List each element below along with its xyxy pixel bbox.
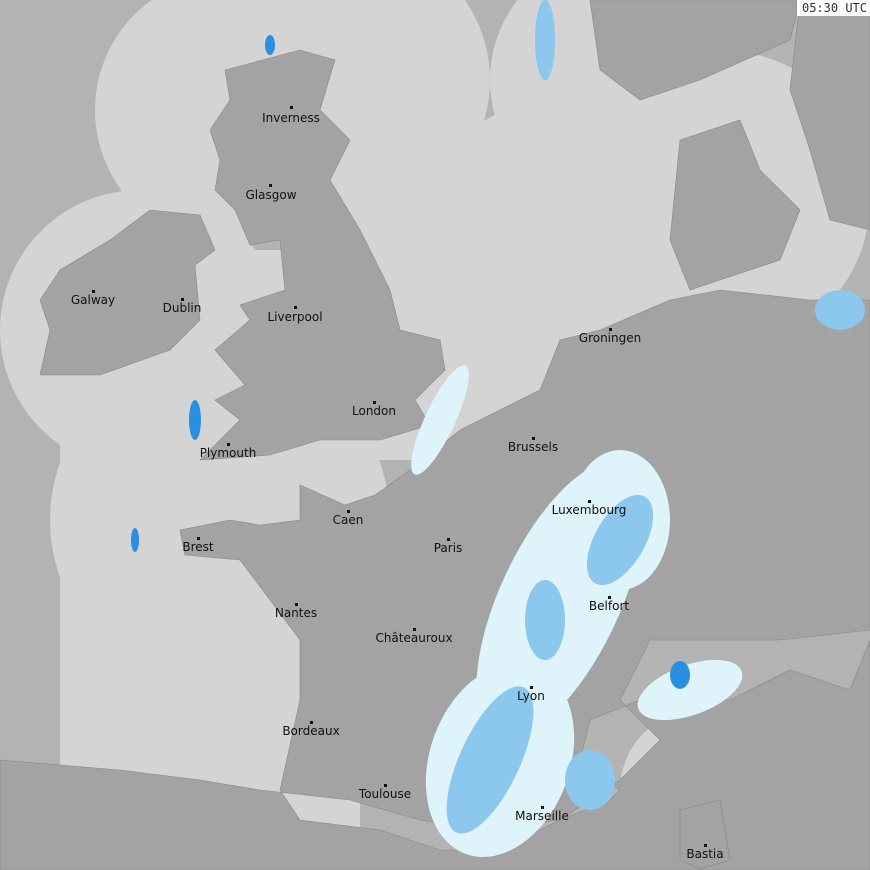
city-label-galway: Galway <box>70 293 116 307</box>
city-dot <box>413 628 416 631</box>
corsica <box>679 799 731 870</box>
city-dot <box>227 443 230 446</box>
city-label-glasgow: Glasgow <box>245 188 297 202</box>
city-dot <box>588 500 591 503</box>
city-dot <box>347 510 350 513</box>
city-dot <box>181 298 184 301</box>
denmark <box>669 119 801 291</box>
city-dot <box>608 596 611 599</box>
city-dot <box>92 290 95 293</box>
city-dot <box>269 184 272 187</box>
city-label-liverpool: Liverpool <box>267 310 323 324</box>
city-dot <box>310 721 313 724</box>
city-label-belfort: Belfort <box>588 599 630 613</box>
city-dot <box>290 106 293 109</box>
city-label-chateauroux: Châteauroux <box>375 631 453 645</box>
precipitation <box>131 0 865 857</box>
city-dot <box>373 401 376 404</box>
city-label-toulouse: Toulouse <box>358 787 412 801</box>
city-label-brussels: Brussels <box>507 440 559 454</box>
city-label-paris: Paris <box>433 541 463 555</box>
city-label-bordeaux: Bordeaux <box>282 724 340 738</box>
city-label-caen: Caen <box>332 513 364 527</box>
city-label-brest: Brest <box>182 540 214 554</box>
city-label-bastia: Bastia <box>686 847 724 861</box>
city-label-luxembourg: Luxembourg <box>551 503 627 517</box>
city-dot <box>197 537 200 540</box>
city-dot <box>447 538 450 541</box>
city-dot <box>609 328 612 331</box>
city-label-nantes: Nantes <box>274 606 318 620</box>
ireland <box>39 209 216 376</box>
city-dot <box>532 437 535 440</box>
city-dot <box>295 603 298 606</box>
city-label-lyon: Lyon <box>517 689 545 703</box>
great-britain <box>199 49 446 461</box>
sweden <box>789 0 870 231</box>
city-label-groningen: Groningen <box>578 331 642 345</box>
city-label-plymouth: Plymouth <box>199 446 257 460</box>
timestamp: 05:30 UTC <box>795 0 870 16</box>
city-dot <box>384 784 387 787</box>
city-dot <box>294 306 297 309</box>
city-label-london: London <box>352 404 396 418</box>
city-label-inverness: Inverness <box>262 111 320 125</box>
city-label-dublin: Dublin <box>162 301 202 315</box>
city-label-marseille: Marseille <box>515 809 569 823</box>
norway <box>589 0 801 101</box>
continent <box>0 289 870 870</box>
city-dot <box>704 844 707 847</box>
city-dot <box>541 806 544 809</box>
city-dot <box>530 686 533 689</box>
